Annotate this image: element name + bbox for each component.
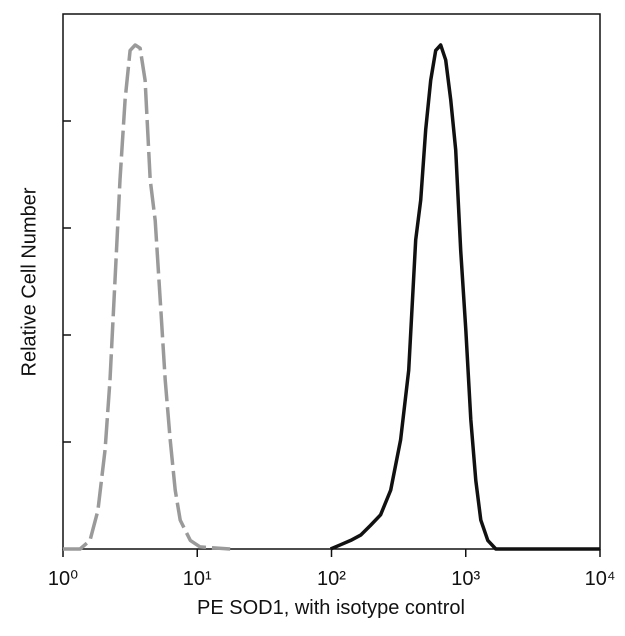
plot-frame (62, 13, 601, 550)
y-axis-title: Relative Cell Number (18, 187, 40, 376)
x-tick-label: 10² (317, 568, 346, 590)
x-tick-label: 10⁰ (48, 568, 78, 590)
x-tick-label: 10³ (451, 568, 480, 590)
x-tick-label: 10⁴ (585, 568, 616, 590)
histogram-line (63, 43, 231, 551)
histogram-line (329, 43, 600, 551)
x-tick-label: 10¹ (183, 568, 212, 590)
x-axis-title: PE SOD1, with isotype control (197, 597, 465, 619)
